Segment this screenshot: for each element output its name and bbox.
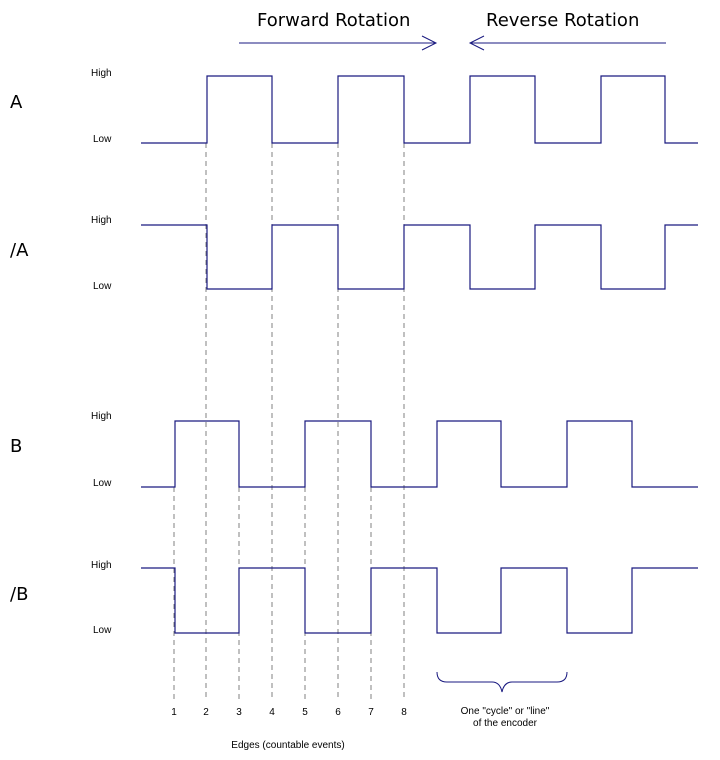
channel-b-high-label: High	[91, 411, 112, 422]
channel-a-high-label: High	[91, 68, 112, 79]
cycle-note-line2: of the encoder	[473, 718, 538, 729]
edge-number: 1	[171, 707, 177, 718]
channel-b-label: B	[10, 436, 22, 457]
edge-number: 4	[269, 707, 275, 718]
channel-b-inverted-low-label: Low	[93, 625, 112, 636]
edge-number: 5	[302, 707, 308, 718]
edge-number: 2	[203, 707, 209, 718]
forward-rotation-label: Forward Rotation	[257, 10, 410, 31]
channel-a-inverted-high-label: High	[91, 215, 112, 226]
reverse-rotation-label: Reverse Rotation	[486, 10, 639, 31]
channel-a-inverted-waveform	[141, 224, 698, 290]
forward-arrow-icon	[239, 35, 438, 51]
channel-a-label: A	[10, 92, 23, 113]
edge-number: 6	[335, 707, 341, 718]
channel-a-low-label: Low	[93, 134, 112, 145]
channel-a-inverted-low-label: Low	[93, 281, 112, 292]
channel-a-inverted-label: /A	[10, 240, 29, 261]
reverse-arrow-icon	[468, 35, 666, 51]
cycle-brace-icon	[436, 671, 568, 693]
channel-a-waveform	[141, 75, 698, 144]
edges-caption: Edges (countable events)	[231, 740, 344, 751]
channel-b-inverted-waveform	[141, 567, 698, 634]
channel-b-waveform	[141, 420, 698, 488]
channel-b-inverted-label: /B	[10, 584, 28, 605]
channel-b-low-label: Low	[93, 478, 112, 489]
channel-b-inverted-high-label: High	[91, 560, 112, 571]
edge-numbers: 1 2 3 4 5 6 7 8	[171, 707, 407, 718]
edge-number: 7	[368, 707, 374, 718]
edge-number: 3	[236, 707, 242, 718]
edge-number: 8	[401, 707, 407, 718]
cycle-note-line1: One "cycle" or "line"	[461, 706, 550, 717]
